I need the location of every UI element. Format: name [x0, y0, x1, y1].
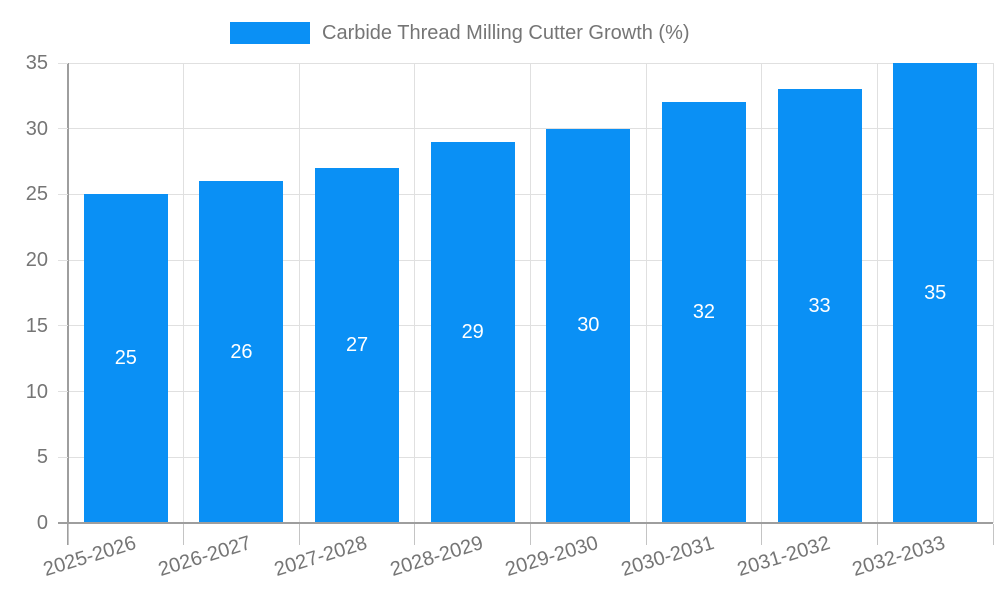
- x-axis-tick: [992, 524, 994, 545]
- y-tick-label: 35: [25, 52, 48, 74]
- legend[interactable]: Carbide Thread Milling Cutter Growth (%): [230, 21, 690, 45]
- y-axis-tick: [58, 391, 68, 393]
- y-axis-tick: [58, 456, 68, 458]
- y-axis-tick: [58, 325, 68, 327]
- y-axis-tick: [58, 62, 68, 64]
- x-axis-tick: [645, 524, 647, 545]
- bar-value-label: 26: [230, 340, 253, 363]
- bar[interactable]: 35: [893, 63, 978, 523]
- y-tick-label: 5: [36, 446, 48, 469]
- bar[interactable]: 29: [430, 141, 515, 523]
- x-axis-tick: [298, 524, 300, 545]
- y-tick-label: 10: [25, 380, 48, 403]
- gridline-v: [761, 63, 763, 523]
- x-axis-tick: [530, 524, 531, 545]
- bar[interactable]: 33: [777, 89, 862, 523]
- gridline-v: [992, 63, 994, 523]
- x-axis-tick: [414, 524, 416, 545]
- gridline-v: [183, 63, 185, 523]
- bar-value-label: 32: [692, 301, 716, 324]
- bar[interactable]: 32: [661, 102, 746, 523]
- y-axis-line: [67, 63, 69, 545]
- y-axis-tick: [58, 128, 68, 130]
- bar[interactable]: 26: [199, 181, 284, 523]
- bar[interactable]: 27: [315, 168, 400, 523]
- gridline-v: [298, 63, 300, 523]
- bar-value-label: 25: [114, 347, 137, 370]
- y-tick-label: 30: [25, 117, 48, 140]
- bar-value-label: 30: [577, 314, 600, 337]
- plot-area: 25 26 27 29 30 32 33 35: [68, 62, 994, 523]
- gridline-v: [414, 63, 416, 523]
- y-tick-label: 0: [36, 512, 48, 534]
- x-axis-tick: [761, 524, 763, 545]
- gridline-v: [645, 63, 647, 523]
- y-tick-label: 15: [25, 314, 48, 337]
- bar-value-label: 29: [461, 320, 484, 343]
- y-tick-label: 20: [25, 249, 48, 272]
- bar[interactable]: 25: [83, 194, 168, 523]
- legend-swatch: [230, 22, 310, 44]
- x-axis-tick: [183, 524, 185, 545]
- bar-value-label: 33: [808, 294, 831, 317]
- y-axis-tick: [58, 259, 68, 261]
- y-axis-tick: [58, 193, 68, 195]
- x-axis-tick: [876, 524, 878, 545]
- x-axis-line: [58, 522, 993, 524]
- x-axis-tick: [67, 524, 69, 545]
- legend-label: Carbide Thread Milling Cutter Growth (%): [322, 21, 690, 44]
- bar[interactable]: 30: [546, 128, 631, 523]
- bar-value-label: 35: [924, 281, 947, 304]
- gridline-v: [876, 63, 878, 523]
- y-tick-label: 25: [25, 183, 48, 206]
- gridline-v: [530, 63, 531, 523]
- bar-value-label: 27: [345, 334, 369, 357]
